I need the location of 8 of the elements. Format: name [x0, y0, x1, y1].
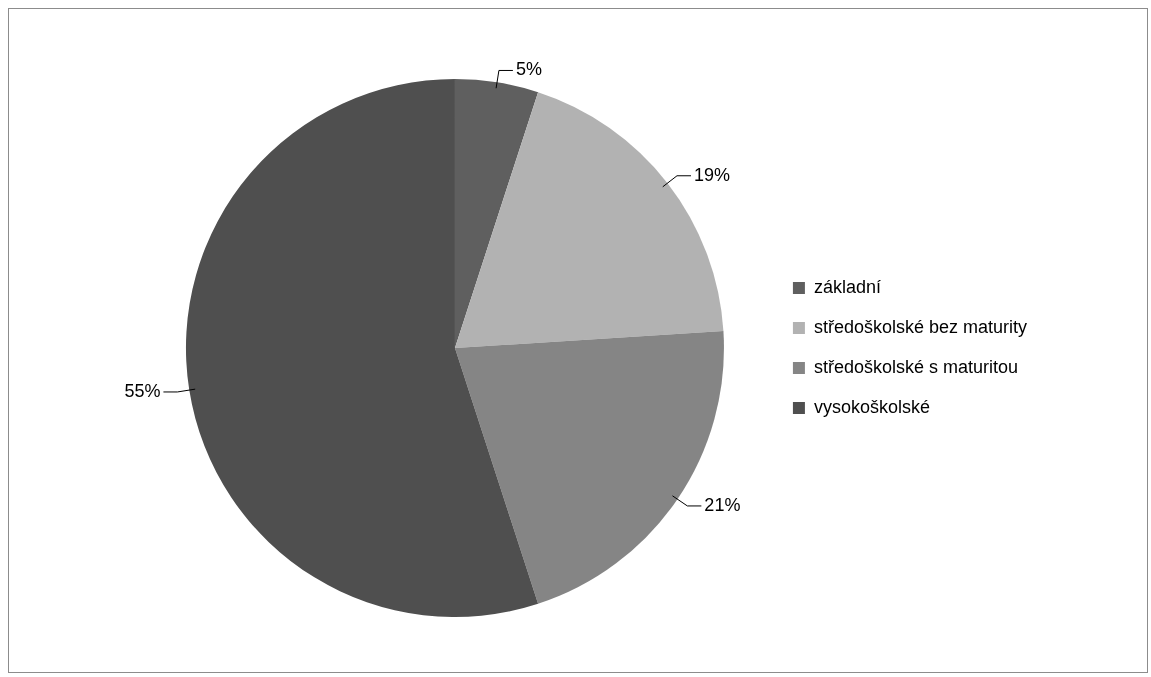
legend-label: základní	[813, 276, 881, 297]
data-label: 21%	[704, 494, 741, 515]
legend-label: středoškolské s maturitou	[813, 356, 1019, 377]
legend-label: vysokoškolské	[813, 396, 930, 417]
data-label: 19%	[693, 164, 731, 185]
data-label: 55%	[124, 380, 161, 401]
legend-label: středoškolské bez maturity	[813, 316, 1028, 337]
data-label: 5%	[515, 59, 542, 80]
